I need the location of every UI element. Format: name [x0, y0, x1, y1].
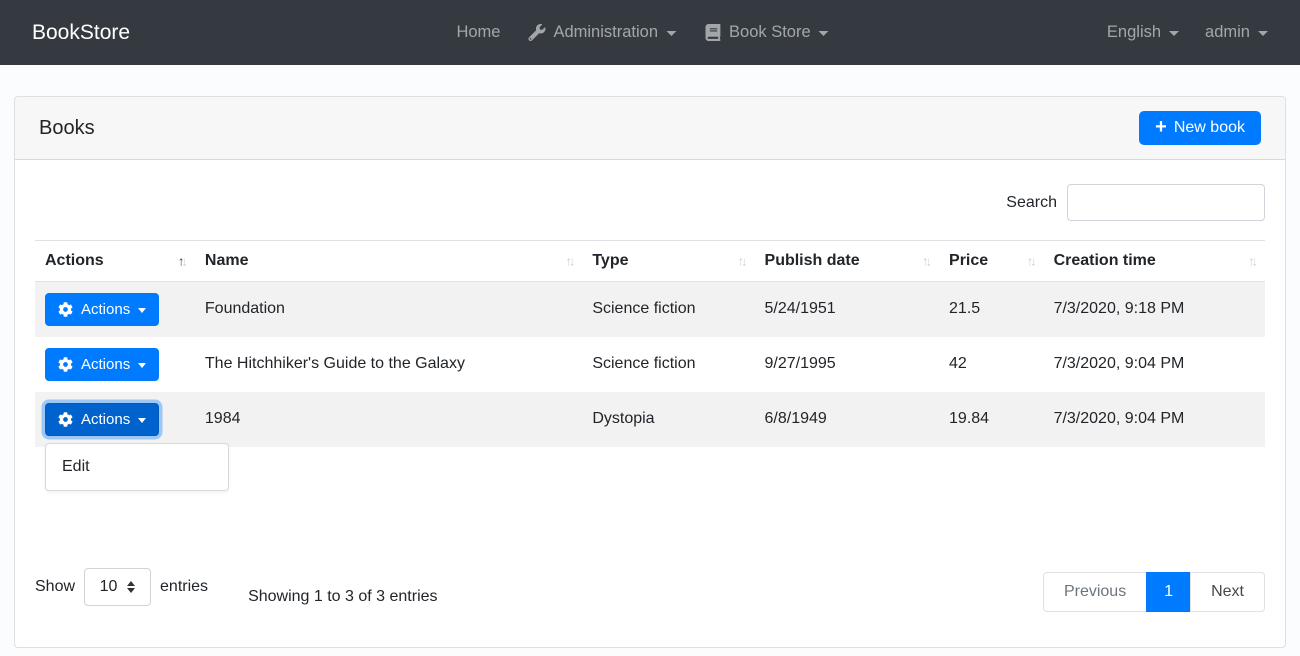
nav-home-label: Home	[456, 23, 501, 41]
pagination: Previous 1 Next	[1042, 571, 1265, 612]
table-header-row: Actions ↑↓ Name ↑↓ Type ↑↓ Publish date …	[35, 240, 1265, 282]
wrench-icon	[528, 24, 546, 41]
gear-icon	[58, 301, 73, 317]
brand-logo[interactable]: BookStore	[32, 20, 131, 44]
language-label: English	[1106, 23, 1162, 41]
cell-creation-time: 7/3/2020, 9:18 PM	[1053, 300, 1185, 318]
column-header-creation-time[interactable]: Creation time ↑↓	[1043, 240, 1265, 282]
user-dropdown[interactable]: admin	[1205, 23, 1268, 42]
actions-button-label: Actions	[81, 300, 131, 318]
page-size-value: 10	[99, 577, 118, 595]
cell-price: 21.5	[949, 300, 981, 318]
cell-type: Science fiction	[592, 300, 696, 318]
table-row: Actions Edit 1984 Dystopia 6/8/1949 19.8…	[35, 391, 1265, 491]
cell-creation-time: 7/3/2020, 9:04 PM	[1053, 355, 1185, 372]
sort-icon: ↑↓	[565, 253, 575, 269]
column-header-price[interactable]: Price ↑↓	[939, 240, 1044, 282]
chevron-down-icon	[138, 417, 147, 423]
page-1-button[interactable]: 1	[1146, 571, 1192, 612]
page-title: Books	[39, 116, 95, 139]
row-actions-button[interactable]: Actions	[45, 292, 160, 326]
column-label: Price	[949, 252, 989, 269]
column-header-actions[interactable]: Actions ↑↓	[35, 240, 195, 282]
card-header: Books + New book	[15, 97, 1285, 160]
actions-button-label: Actions	[81, 410, 131, 428]
username-label: admin	[1205, 23, 1250, 41]
column-label: Publish date	[764, 252, 860, 269]
navbar-right: English admin	[1107, 23, 1268, 42]
main-nav: Home Administration Book Store	[456, 23, 829, 42]
page-size-group: Show 10 entries	[35, 567, 209, 606]
cell-type: Science fiction	[592, 355, 696, 372]
language-dropdown[interactable]: English	[1106, 23, 1180, 42]
nav-item-administration[interactable]: Administration	[528, 23, 677, 42]
chevron-down-icon	[138, 307, 147, 313]
actions-dropdown-menu: Edit	[45, 442, 229, 491]
search-input[interactable]	[1067, 184, 1265, 221]
column-label: Type	[592, 252, 629, 269]
cell-creation-time: 7/3/2020, 9:04 PM	[1053, 410, 1185, 427]
cell-price: 42	[949, 355, 967, 372]
cell-type: Dystopia	[592, 410, 655, 427]
search-row: Search	[35, 184, 1265, 221]
books-card: Books + New book Search Actions ↑↓ Name	[14, 96, 1286, 648]
column-header-type[interactable]: Type ↑↓	[582, 240, 755, 282]
chevron-down-icon	[818, 31, 829, 36]
row-actions-button[interactable]: Actions	[45, 347, 160, 381]
table-row: Actions Foundation Science fiction 5/24/…	[35, 281, 1265, 337]
sort-icon: ↑↓	[737, 253, 748, 269]
cell-name: The Hitchhiker's Guide to the Galaxy	[204, 355, 465, 372]
sort-icon: ↑↓	[177, 253, 188, 269]
sort-icon: ↑↓	[1026, 253, 1037, 269]
show-label: Show	[35, 577, 76, 595]
column-label: Name	[204, 252, 249, 269]
table-row: Actions The Hitchhiker's Guide to the Ga…	[35, 337, 1265, 392]
chevron-down-icon	[666, 31, 677, 36]
nav-item-home[interactable]: Home	[456, 23, 500, 42]
dropdown-item-edit[interactable]: Edit	[62, 457, 90, 475]
cell-publish-date: 5/24/1951	[764, 300, 836, 318]
chevron-down-icon	[138, 362, 147, 368]
gear-icon	[58, 411, 73, 427]
entries-label: entries	[160, 577, 209, 595]
new-book-button[interactable]: + New book	[1139, 111, 1261, 145]
next-page-button[interactable]: Next	[1190, 571, 1265, 612]
table-info: Showing 1 to 3 of 3 entries	[248, 587, 438, 605]
nav-administration-label: Administration	[553, 23, 659, 41]
navbar: BookStore Home Administration Book Store…	[0, 0, 1300, 65]
sort-icon: ↑↓	[922, 253, 932, 269]
new-book-label: New book	[1173, 119, 1245, 136]
table-footer: Show 10 entries Showing 1 to 3 of 3 entr…	[35, 567, 1265, 612]
nav-item-book-store[interactable]: Book Store	[704, 23, 829, 42]
cell-price: 19.84	[949, 410, 990, 427]
search-label: Search	[1006, 193, 1057, 211]
actions-button-label: Actions	[81, 355, 131, 373]
page-size-select[interactable]: 10	[84, 567, 152, 606]
column-label: Actions	[45, 252, 104, 269]
nav-book-store-label: Book Store	[729, 23, 811, 41]
book-icon	[705, 24, 720, 41]
row-actions-button-open[interactable]: Actions	[45, 402, 160, 436]
chevron-down-icon	[1258, 31, 1268, 36]
plus-icon: +	[1155, 116, 1167, 138]
books-table: Actions ↑↓ Name ↑↓ Type ↑↓ Publish date …	[35, 240, 1265, 491]
cell-name: 1984	[204, 410, 241, 427]
chevron-down-icon	[1169, 31, 1180, 36]
up-down-arrows-icon	[127, 580, 136, 593]
gear-icon	[58, 356, 73, 372]
column-header-publish-date[interactable]: Publish date ↑↓	[754, 240, 940, 282]
cell-name: Foundation	[204, 300, 285, 318]
cell-publish-date: 9/27/1995	[764, 355, 836, 372]
column-label: Creation time	[1053, 252, 1156, 269]
previous-page-button[interactable]: Previous	[1042, 571, 1148, 612]
sort-icon: ↑↓	[1248, 253, 1258, 269]
column-header-name[interactable]: Name ↑↓	[194, 240, 583, 282]
card-body: Search Actions ↑↓ Name ↑↓ Type ↑↓	[15, 160, 1285, 644]
cell-publish-date: 6/8/1949	[764, 410, 827, 427]
